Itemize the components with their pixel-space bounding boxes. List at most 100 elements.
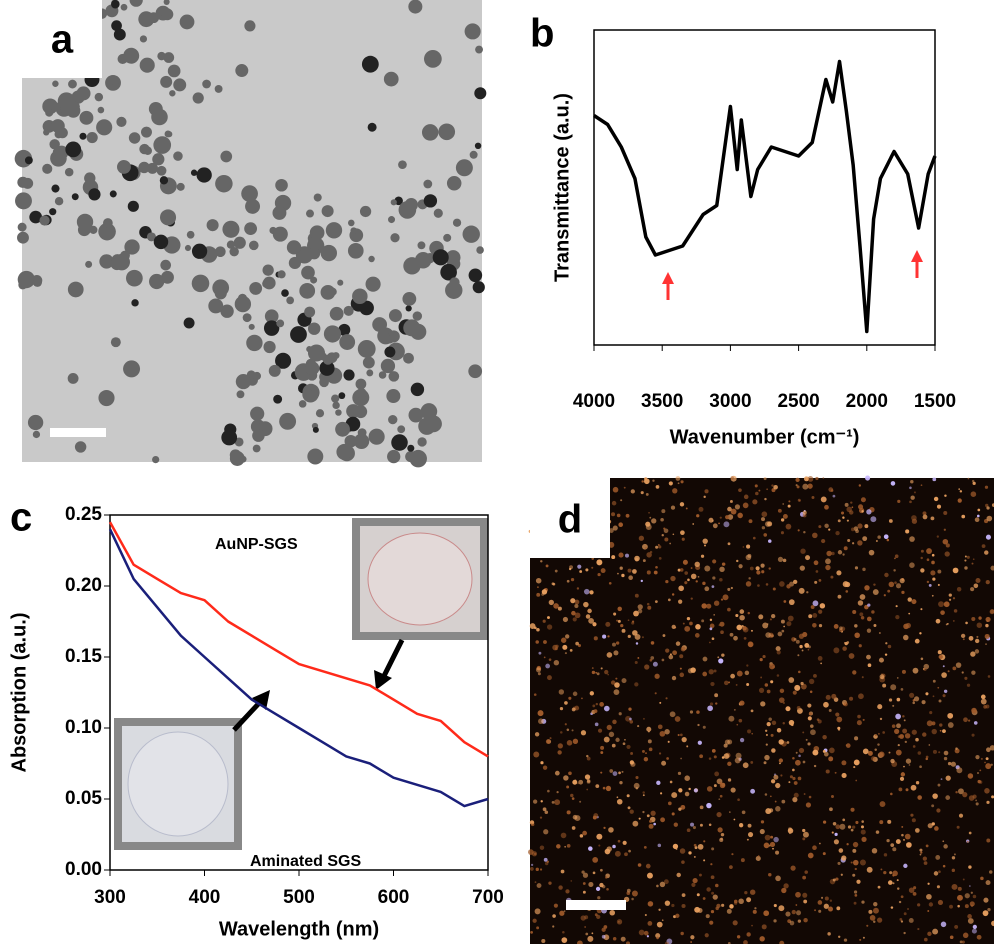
particle bbox=[775, 875, 781, 882]
particle bbox=[769, 618, 772, 621]
particle bbox=[888, 581, 895, 588]
particle bbox=[775, 782, 781, 789]
x-tick-label: 500 bbox=[283, 887, 315, 908]
particle bbox=[764, 497, 767, 501]
particle bbox=[268, 364, 281, 377]
particle bbox=[911, 599, 917, 605]
particle bbox=[975, 802, 979, 806]
particle bbox=[895, 713, 901, 720]
particle bbox=[596, 914, 601, 920]
particle bbox=[861, 836, 867, 842]
particle bbox=[741, 625, 744, 628]
particle bbox=[423, 50, 442, 68]
particle bbox=[583, 588, 590, 595]
particle bbox=[897, 743, 900, 747]
particle bbox=[957, 886, 962, 891]
particle bbox=[930, 516, 935, 521]
particle bbox=[179, 14, 195, 30]
particle bbox=[756, 570, 761, 575]
particle bbox=[361, 55, 379, 73]
particle bbox=[773, 484, 778, 490]
particle bbox=[727, 542, 731, 546]
particle bbox=[796, 910, 802, 916]
particle bbox=[938, 699, 942, 703]
particle bbox=[793, 638, 797, 641]
particle bbox=[866, 616, 872, 622]
particle bbox=[813, 560, 819, 566]
particle bbox=[990, 565, 994, 571]
particle bbox=[855, 779, 858, 782]
particle bbox=[587, 935, 594, 942]
particle bbox=[850, 828, 854, 832]
particle bbox=[562, 930, 565, 934]
particle bbox=[930, 570, 936, 576]
particle bbox=[580, 730, 587, 736]
particle bbox=[542, 807, 547, 812]
particle bbox=[545, 663, 551, 669]
particle bbox=[190, 169, 198, 176]
particle bbox=[96, 119, 113, 136]
particle bbox=[646, 602, 650, 606]
particle bbox=[433, 208, 443, 218]
y-tick-label: 0.25 bbox=[65, 504, 102, 525]
particle bbox=[866, 866, 873, 873]
particle bbox=[942, 729, 946, 734]
particle bbox=[564, 701, 568, 705]
particle bbox=[163, 52, 175, 63]
particle bbox=[570, 598, 576, 604]
particle bbox=[99, 254, 114, 269]
particle bbox=[925, 844, 929, 848]
particle bbox=[560, 731, 563, 734]
particle bbox=[890, 843, 895, 847]
particle bbox=[907, 908, 909, 910]
particle bbox=[785, 706, 791, 712]
particle bbox=[538, 651, 542, 655]
particle bbox=[808, 795, 812, 799]
particle bbox=[629, 717, 632, 721]
particle bbox=[617, 619, 621, 623]
particle bbox=[693, 843, 697, 847]
particle bbox=[909, 562, 915, 568]
particle bbox=[339, 334, 356, 350]
particle bbox=[105, 74, 121, 91]
particle bbox=[746, 897, 752, 903]
arrow bbox=[232, 698, 264, 732]
particle bbox=[746, 683, 750, 686]
particle bbox=[747, 823, 752, 828]
particle bbox=[645, 521, 651, 527]
particle bbox=[708, 517, 714, 523]
particle bbox=[638, 535, 645, 541]
particle bbox=[922, 856, 927, 861]
annotation: AuNP-SGS bbox=[215, 536, 298, 553]
particle bbox=[716, 811, 722, 818]
particle bbox=[763, 761, 767, 765]
particle bbox=[120, 3, 128, 11]
particle bbox=[601, 934, 606, 939]
particle bbox=[976, 934, 982, 940]
particle bbox=[647, 920, 653, 926]
particle bbox=[167, 64, 181, 78]
particle bbox=[903, 765, 905, 768]
particle bbox=[79, 132, 87, 140]
y-tick-label: 0.20 bbox=[65, 575, 102, 596]
arrow-head bbox=[374, 670, 392, 690]
particle bbox=[748, 641, 753, 647]
particle bbox=[850, 527, 855, 532]
particle bbox=[797, 654, 800, 657]
particle bbox=[694, 561, 700, 568]
particle bbox=[783, 625, 785, 628]
particle bbox=[646, 814, 650, 818]
particle bbox=[824, 504, 829, 510]
particle bbox=[903, 863, 908, 869]
particle bbox=[981, 544, 986, 549]
particle bbox=[65, 141, 82, 158]
particle bbox=[828, 709, 832, 712]
particle bbox=[560, 869, 565, 874]
particle bbox=[319, 377, 329, 388]
particle bbox=[867, 750, 873, 756]
particles bbox=[14, 0, 487, 468]
particle bbox=[667, 740, 670, 743]
particle bbox=[535, 577, 542, 584]
particle bbox=[927, 882, 930, 885]
particle bbox=[689, 710, 694, 714]
